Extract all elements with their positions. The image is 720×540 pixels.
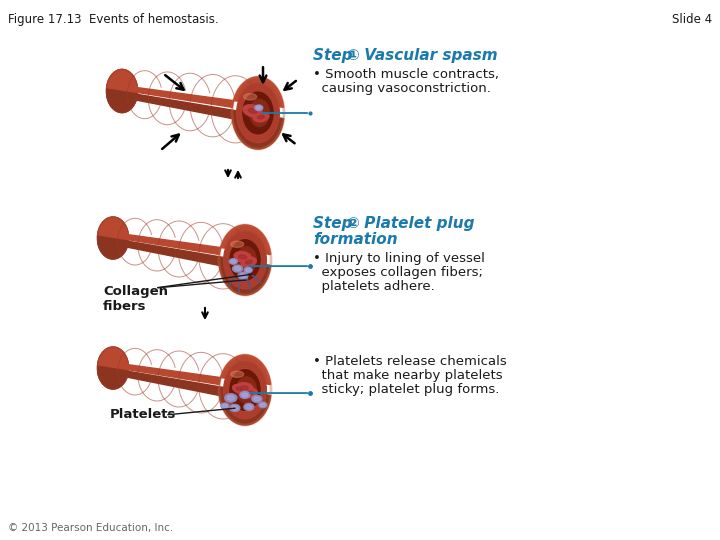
Ellipse shape <box>233 265 243 272</box>
Text: Slide 4: Slide 4 <box>672 13 712 26</box>
Ellipse shape <box>237 84 279 143</box>
Ellipse shape <box>221 403 229 409</box>
Ellipse shape <box>237 377 256 403</box>
Text: Step: Step <box>313 48 363 63</box>
Ellipse shape <box>230 371 243 377</box>
Ellipse shape <box>224 361 266 419</box>
Ellipse shape <box>240 274 246 278</box>
Text: ①: ① <box>346 48 359 63</box>
Ellipse shape <box>243 105 262 117</box>
Text: platelets adhere.: platelets adhere. <box>313 280 435 293</box>
Text: • Injury to lining of vessel: • Injury to lining of vessel <box>313 252 485 265</box>
Ellipse shape <box>222 404 228 408</box>
Ellipse shape <box>234 252 251 262</box>
Polygon shape <box>107 94 284 149</box>
Ellipse shape <box>241 257 256 267</box>
Polygon shape <box>98 241 271 295</box>
Ellipse shape <box>107 70 138 113</box>
Text: Platelets: Platelets <box>110 408 176 422</box>
Ellipse shape <box>254 397 260 401</box>
Ellipse shape <box>244 403 254 410</box>
Ellipse shape <box>224 231 266 289</box>
Ellipse shape <box>238 272 248 279</box>
Ellipse shape <box>235 267 240 271</box>
Ellipse shape <box>242 388 257 398</box>
Ellipse shape <box>229 259 238 264</box>
Ellipse shape <box>97 347 129 389</box>
Ellipse shape <box>250 99 269 126</box>
Ellipse shape <box>246 260 252 264</box>
Ellipse shape <box>97 217 129 259</box>
Polygon shape <box>107 70 284 107</box>
Ellipse shape <box>240 392 250 399</box>
Ellipse shape <box>258 116 264 119</box>
Ellipse shape <box>230 241 243 247</box>
Ellipse shape <box>239 255 247 259</box>
Text: causing vasoconstriction.: causing vasoconstriction. <box>313 82 491 95</box>
Ellipse shape <box>246 268 251 272</box>
Ellipse shape <box>243 92 273 134</box>
Ellipse shape <box>253 112 269 122</box>
Ellipse shape <box>242 393 248 397</box>
Polygon shape <box>98 372 271 425</box>
Text: Platelet plug: Platelet plug <box>359 216 474 231</box>
Ellipse shape <box>228 395 235 400</box>
Ellipse shape <box>235 383 253 393</box>
Text: sticky; platelet plug forms.: sticky; platelet plug forms. <box>313 383 500 396</box>
Text: formation: formation <box>313 232 397 247</box>
Ellipse shape <box>248 109 257 113</box>
Ellipse shape <box>244 267 252 273</box>
Ellipse shape <box>237 247 256 273</box>
Ellipse shape <box>255 105 263 111</box>
Ellipse shape <box>243 93 257 100</box>
Ellipse shape <box>261 403 265 407</box>
Polygon shape <box>98 217 271 254</box>
Text: • Smooth muscle contracts,: • Smooth muscle contracts, <box>313 68 499 81</box>
Ellipse shape <box>259 402 267 408</box>
Ellipse shape <box>230 370 260 410</box>
Ellipse shape <box>246 405 252 409</box>
Text: • Platelets release chemicals: • Platelets release chemicals <box>313 355 507 368</box>
Text: ②: ② <box>346 216 359 231</box>
Ellipse shape <box>236 387 242 391</box>
Text: exposes collagen fibers;: exposes collagen fibers; <box>313 266 483 279</box>
Text: Collagen
fibers: Collagen fibers <box>103 285 168 313</box>
Ellipse shape <box>240 386 248 390</box>
Text: © 2013 Pearson Education, Inc.: © 2013 Pearson Education, Inc. <box>8 523 174 533</box>
Text: Figure 17.13  Events of hemostasis.: Figure 17.13 Events of hemostasis. <box>8 13 219 26</box>
Ellipse shape <box>232 406 238 410</box>
Ellipse shape <box>225 394 237 402</box>
Text: Step: Step <box>313 216 363 231</box>
Ellipse shape <box>230 240 260 280</box>
Ellipse shape <box>252 395 262 402</box>
Text: Vascular spasm: Vascular spasm <box>359 48 498 63</box>
Ellipse shape <box>256 106 261 110</box>
Ellipse shape <box>246 391 253 395</box>
Ellipse shape <box>233 384 246 393</box>
Polygon shape <box>98 347 271 384</box>
Text: that make nearby platelets: that make nearby platelets <box>313 369 503 382</box>
Ellipse shape <box>231 260 235 263</box>
Ellipse shape <box>230 404 240 411</box>
